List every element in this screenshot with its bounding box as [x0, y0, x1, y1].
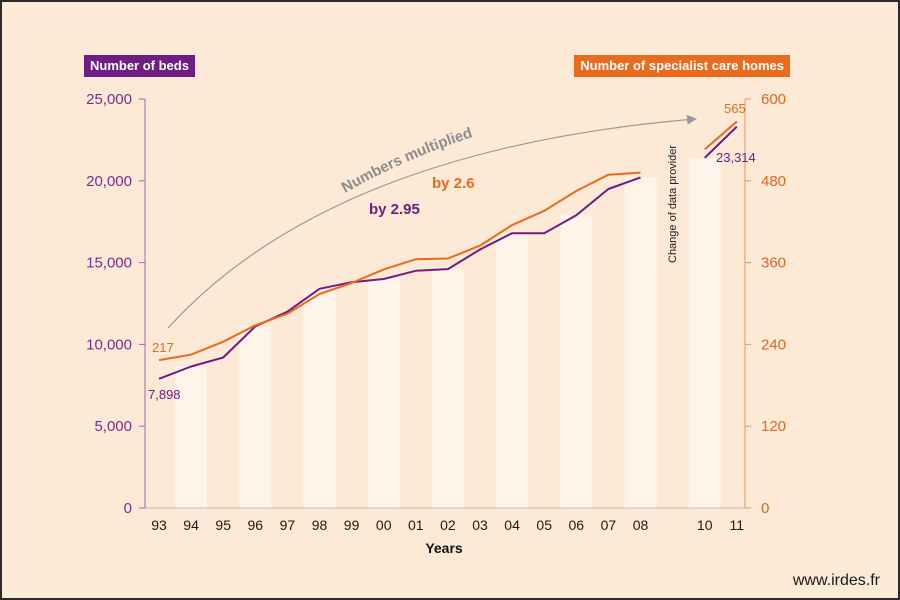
x-tick-label: 01	[408, 517, 424, 533]
x-tick-label: 93	[151, 517, 167, 533]
series-lines	[158, 120, 738, 380]
background-bar	[431, 269, 464, 508]
multiplied-arrow	[167, 114, 697, 329]
background-bar	[303, 288, 336, 508]
x-tick-label: 02	[440, 517, 456, 533]
end-homes-label: 565	[724, 101, 746, 116]
homes-line-segment	[158, 171, 641, 362]
left-axis-label: Number of beds	[84, 55, 195, 77]
x-tick-label: 06	[569, 517, 585, 533]
x-tick-label: 98	[312, 517, 328, 533]
beds-line-segment	[704, 125, 738, 159]
right-axis-label: Number of specialist care homes	[574, 55, 790, 77]
start-homes-label: 217	[152, 340, 174, 355]
x-tick-label: 04	[504, 517, 520, 533]
start-beds-label: 7,898	[148, 387, 181, 402]
x-tick-label: 07	[601, 517, 617, 533]
x-tick-label: 97	[280, 517, 296, 533]
right-axis-tick-label: 120	[761, 418, 786, 435]
background-bar	[624, 177, 657, 508]
right-axis-tick-label: 240	[761, 336, 786, 353]
footer-url: www.irdes.fr	[792, 572, 880, 589]
beds-multiplier: by 2.95	[369, 201, 420, 218]
x-tick-label: 08	[633, 517, 649, 533]
right-axis-tick-label: 600	[761, 91, 786, 108]
left-axis-tick-label: 25,000	[86, 91, 132, 108]
homes-multiplier: by 2.6	[432, 175, 475, 192]
x-tick-label: 11	[730, 517, 745, 533]
background-bar	[239, 326, 272, 508]
end-beds-label: 23,314	[716, 150, 756, 165]
background-bar	[688, 157, 721, 508]
annotations: 217 7,898 565 23,314 by 2.95 by 2.6 Change of …	[148, 101, 756, 402]
x-tick-label: 05	[536, 517, 552, 533]
left-axis-tick-label: 0	[124, 500, 132, 517]
x-tick-label: 03	[472, 517, 488, 533]
background-bar	[560, 215, 593, 508]
left-axis-tick-label: 15,000	[86, 255, 132, 272]
beds-line-segment	[158, 176, 641, 380]
left-axis-tick-label: 10,000	[86, 336, 132, 353]
background-bar	[496, 233, 529, 509]
background-bar	[367, 278, 400, 508]
x-tick-label: 00	[376, 517, 392, 533]
background-bars	[175, 157, 721, 509]
data-provider-note: Change of data provider	[667, 145, 679, 263]
x-axis-title: Years	[425, 540, 463, 556]
right-axis-tick-label: 480	[761, 173, 786, 190]
left-axis-tick-label: 5,000	[94, 418, 132, 435]
homes-line-segment	[704, 120, 738, 151]
left-axis-tick-label: 20,000	[86, 173, 132, 190]
x-tick-label: 10	[697, 517, 713, 533]
right-axis-tick-label: 0	[761, 500, 769, 517]
x-tick-label: 99	[344, 517, 360, 533]
right-axis-tick-label: 360	[761, 255, 786, 272]
background-bar	[175, 366, 208, 508]
x-tick-label: 95	[215, 517, 231, 533]
x-tick-label: 96	[248, 517, 264, 533]
x-tick-label: 94	[183, 517, 199, 533]
axes: 0 5,000 10,000 15,000 20,000 25,000 0 120 240 360…	[86, 91, 786, 533]
